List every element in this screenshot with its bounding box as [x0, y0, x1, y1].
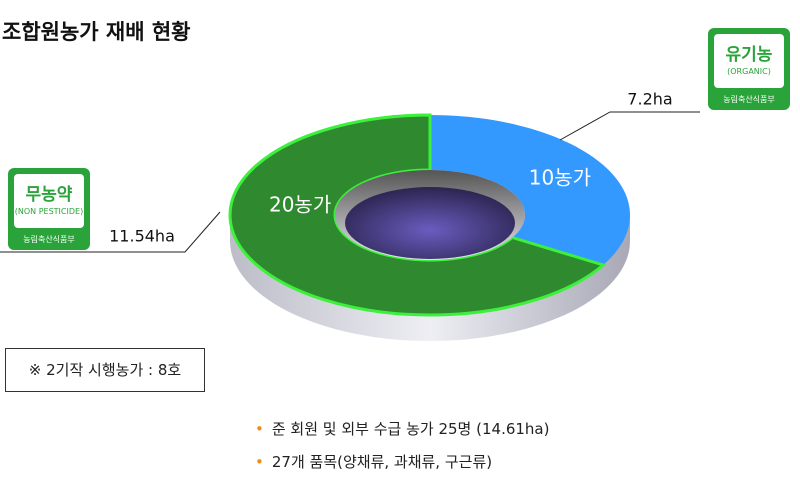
badge-issuer: 농림축산식품부	[23, 235, 75, 244]
value-label: 20농가	[269, 193, 331, 217]
value-label: 10농가	[529, 166, 591, 190]
chart-title: 조합원농가 재배 현황	[2, 20, 191, 44]
badge-title: 유기농	[725, 45, 773, 65]
pie-hole	[345, 187, 515, 259]
badge-subtitle: (ORGANIC)	[727, 67, 771, 76]
badge-issuer: 농림축산식품부	[723, 95, 775, 104]
pie-slice	[430, 115, 630, 265]
badge-subtitle: (NON PESTICIDE)	[14, 207, 84, 216]
note: ※ 2기작 시행농가 : 8호	[5, 348, 205, 392]
badge: 무농약 (NON PESTICIDE) 농림축산식품부	[8, 168, 90, 250]
area-label: 7.2ha	[627, 90, 672, 109]
bullet: 준 회원 및 외부 수급 농가 25명 (14.61ha)	[255, 418, 550, 439]
leader-line	[0, 211, 221, 253]
bullet-list: 준 회원 및 외부 수급 농가 25명 (14.61ha) 27개 품목(양채류…	[255, 418, 550, 484]
badge-title: 무농약	[25, 185, 73, 205]
area-label: 11.54ha	[109, 227, 175, 246]
bullet: 27개 품목(양채류, 과채류, 구근류)	[255, 451, 549, 472]
leader-line	[559, 111, 700, 141]
badge: 유기농 (ORGANIC) 농림축산식품부	[708, 28, 790, 110]
